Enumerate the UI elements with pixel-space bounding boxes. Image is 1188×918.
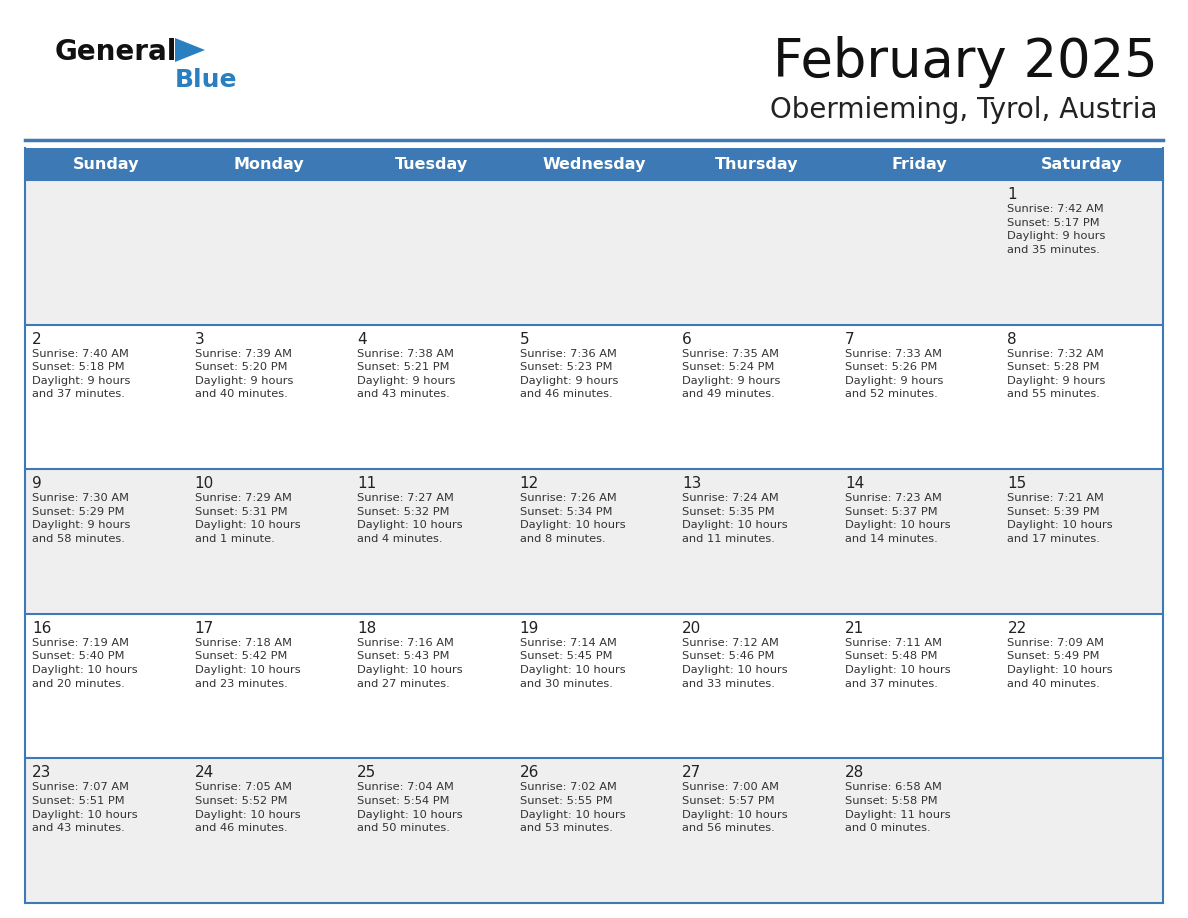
Text: Sunrise: 7:05 AM
Sunset: 5:52 PM
Daylight: 10 hours
and 46 minutes.: Sunrise: 7:05 AM Sunset: 5:52 PM Dayligh… xyxy=(195,782,301,834)
Text: Thursday: Thursday xyxy=(715,156,798,172)
Text: 13: 13 xyxy=(682,476,702,491)
Bar xyxy=(25,148,1163,180)
Text: Sunrise: 7:38 AM
Sunset: 5:21 PM
Daylight: 9 hours
and 43 minutes.: Sunrise: 7:38 AM Sunset: 5:21 PM Dayligh… xyxy=(358,349,455,399)
Text: Sunrise: 7:32 AM
Sunset: 5:28 PM
Daylight: 9 hours
and 55 minutes.: Sunrise: 7:32 AM Sunset: 5:28 PM Dayligh… xyxy=(1007,349,1106,399)
Text: Sunrise: 7:02 AM
Sunset: 5:55 PM
Daylight: 10 hours
and 53 minutes.: Sunrise: 7:02 AM Sunset: 5:55 PM Dayligh… xyxy=(519,782,625,834)
Bar xyxy=(25,180,1163,325)
Text: Sunrise: 7:27 AM
Sunset: 5:32 PM
Daylight: 10 hours
and 4 minutes.: Sunrise: 7:27 AM Sunset: 5:32 PM Dayligh… xyxy=(358,493,463,544)
Text: Sunrise: 7:30 AM
Sunset: 5:29 PM
Daylight: 9 hours
and 58 minutes.: Sunrise: 7:30 AM Sunset: 5:29 PM Dayligh… xyxy=(32,493,131,544)
Text: Sunrise: 7:00 AM
Sunset: 5:57 PM
Daylight: 10 hours
and 56 minutes.: Sunrise: 7:00 AM Sunset: 5:57 PM Dayligh… xyxy=(682,782,788,834)
Bar xyxy=(25,325,1163,469)
Bar xyxy=(25,614,1163,758)
Text: 6: 6 xyxy=(682,331,693,347)
Text: 18: 18 xyxy=(358,621,377,636)
Text: 17: 17 xyxy=(195,621,214,636)
Text: Wednesday: Wednesday xyxy=(542,156,646,172)
Text: 24: 24 xyxy=(195,766,214,780)
Text: 20: 20 xyxy=(682,621,702,636)
Text: Sunrise: 7:14 AM
Sunset: 5:45 PM
Daylight: 10 hours
and 30 minutes.: Sunrise: 7:14 AM Sunset: 5:45 PM Dayligh… xyxy=(519,638,625,688)
Text: 1: 1 xyxy=(1007,187,1017,202)
Text: 9: 9 xyxy=(32,476,42,491)
Text: 26: 26 xyxy=(519,766,539,780)
Polygon shape xyxy=(175,38,206,62)
Text: General: General xyxy=(55,38,177,66)
Text: Sunrise: 7:16 AM
Sunset: 5:43 PM
Daylight: 10 hours
and 27 minutes.: Sunrise: 7:16 AM Sunset: 5:43 PM Dayligh… xyxy=(358,638,463,688)
Text: 16: 16 xyxy=(32,621,51,636)
Text: 10: 10 xyxy=(195,476,214,491)
Bar xyxy=(25,758,1163,903)
Text: February 2025: February 2025 xyxy=(773,36,1158,88)
Text: Sunrise: 6:58 AM
Sunset: 5:58 PM
Daylight: 11 hours
and 0 minutes.: Sunrise: 6:58 AM Sunset: 5:58 PM Dayligh… xyxy=(845,782,950,834)
Text: Sunrise: 7:40 AM
Sunset: 5:18 PM
Daylight: 9 hours
and 37 minutes.: Sunrise: 7:40 AM Sunset: 5:18 PM Dayligh… xyxy=(32,349,131,399)
Text: Sunrise: 7:11 AM
Sunset: 5:48 PM
Daylight: 10 hours
and 37 minutes.: Sunrise: 7:11 AM Sunset: 5:48 PM Dayligh… xyxy=(845,638,950,688)
Text: Monday: Monday xyxy=(234,156,304,172)
Text: Sunrise: 7:07 AM
Sunset: 5:51 PM
Daylight: 10 hours
and 43 minutes.: Sunrise: 7:07 AM Sunset: 5:51 PM Dayligh… xyxy=(32,782,138,834)
Text: Sunrise: 7:39 AM
Sunset: 5:20 PM
Daylight: 9 hours
and 40 minutes.: Sunrise: 7:39 AM Sunset: 5:20 PM Dayligh… xyxy=(195,349,293,399)
Text: 28: 28 xyxy=(845,766,864,780)
Text: Sunrise: 7:36 AM
Sunset: 5:23 PM
Daylight: 9 hours
and 46 minutes.: Sunrise: 7:36 AM Sunset: 5:23 PM Dayligh… xyxy=(519,349,618,399)
Text: Sunrise: 7:19 AM
Sunset: 5:40 PM
Daylight: 10 hours
and 20 minutes.: Sunrise: 7:19 AM Sunset: 5:40 PM Dayligh… xyxy=(32,638,138,688)
Text: Friday: Friday xyxy=(891,156,947,172)
Text: 7: 7 xyxy=(845,331,854,347)
Text: Sunrise: 7:18 AM
Sunset: 5:42 PM
Daylight: 10 hours
and 23 minutes.: Sunrise: 7:18 AM Sunset: 5:42 PM Dayligh… xyxy=(195,638,301,688)
Text: 27: 27 xyxy=(682,766,702,780)
Text: Sunrise: 7:12 AM
Sunset: 5:46 PM
Daylight: 10 hours
and 33 minutes.: Sunrise: 7:12 AM Sunset: 5:46 PM Dayligh… xyxy=(682,638,788,688)
Text: 11: 11 xyxy=(358,476,377,491)
Text: Sunrise: 7:33 AM
Sunset: 5:26 PM
Daylight: 9 hours
and 52 minutes.: Sunrise: 7:33 AM Sunset: 5:26 PM Dayligh… xyxy=(845,349,943,399)
Text: 21: 21 xyxy=(845,621,864,636)
Text: Sunday: Sunday xyxy=(72,156,139,172)
Text: 14: 14 xyxy=(845,476,864,491)
Text: 22: 22 xyxy=(1007,621,1026,636)
Text: 4: 4 xyxy=(358,331,367,347)
Text: Sunrise: 7:21 AM
Sunset: 5:39 PM
Daylight: 10 hours
and 17 minutes.: Sunrise: 7:21 AM Sunset: 5:39 PM Dayligh… xyxy=(1007,493,1113,544)
Text: 2: 2 xyxy=(32,331,42,347)
Text: 12: 12 xyxy=(519,476,539,491)
Text: Blue: Blue xyxy=(175,68,238,92)
Bar xyxy=(25,469,1163,614)
Text: Sunrise: 7:26 AM
Sunset: 5:34 PM
Daylight: 10 hours
and 8 minutes.: Sunrise: 7:26 AM Sunset: 5:34 PM Dayligh… xyxy=(519,493,625,544)
Text: Sunrise: 7:24 AM
Sunset: 5:35 PM
Daylight: 10 hours
and 11 minutes.: Sunrise: 7:24 AM Sunset: 5:35 PM Dayligh… xyxy=(682,493,788,544)
Text: Obermieming, Tyrol, Austria: Obermieming, Tyrol, Austria xyxy=(771,96,1158,124)
Text: 25: 25 xyxy=(358,766,377,780)
Text: Sunrise: 7:23 AM
Sunset: 5:37 PM
Daylight: 10 hours
and 14 minutes.: Sunrise: 7:23 AM Sunset: 5:37 PM Dayligh… xyxy=(845,493,950,544)
Text: Sunrise: 7:04 AM
Sunset: 5:54 PM
Daylight: 10 hours
and 50 minutes.: Sunrise: 7:04 AM Sunset: 5:54 PM Dayligh… xyxy=(358,782,463,834)
Text: 5: 5 xyxy=(519,331,530,347)
Text: 19: 19 xyxy=(519,621,539,636)
Text: Sunrise: 7:35 AM
Sunset: 5:24 PM
Daylight: 9 hours
and 49 minutes.: Sunrise: 7:35 AM Sunset: 5:24 PM Dayligh… xyxy=(682,349,781,399)
Text: Saturday: Saturday xyxy=(1041,156,1123,172)
Text: Tuesday: Tuesday xyxy=(394,156,468,172)
Text: 23: 23 xyxy=(32,766,51,780)
Text: 8: 8 xyxy=(1007,331,1017,347)
Text: Sunrise: 7:42 AM
Sunset: 5:17 PM
Daylight: 9 hours
and 35 minutes.: Sunrise: 7:42 AM Sunset: 5:17 PM Dayligh… xyxy=(1007,204,1106,255)
Text: Sunrise: 7:09 AM
Sunset: 5:49 PM
Daylight: 10 hours
and 40 minutes.: Sunrise: 7:09 AM Sunset: 5:49 PM Dayligh… xyxy=(1007,638,1113,688)
Text: Sunrise: 7:29 AM
Sunset: 5:31 PM
Daylight: 10 hours
and 1 minute.: Sunrise: 7:29 AM Sunset: 5:31 PM Dayligh… xyxy=(195,493,301,544)
Text: 15: 15 xyxy=(1007,476,1026,491)
Text: 3: 3 xyxy=(195,331,204,347)
